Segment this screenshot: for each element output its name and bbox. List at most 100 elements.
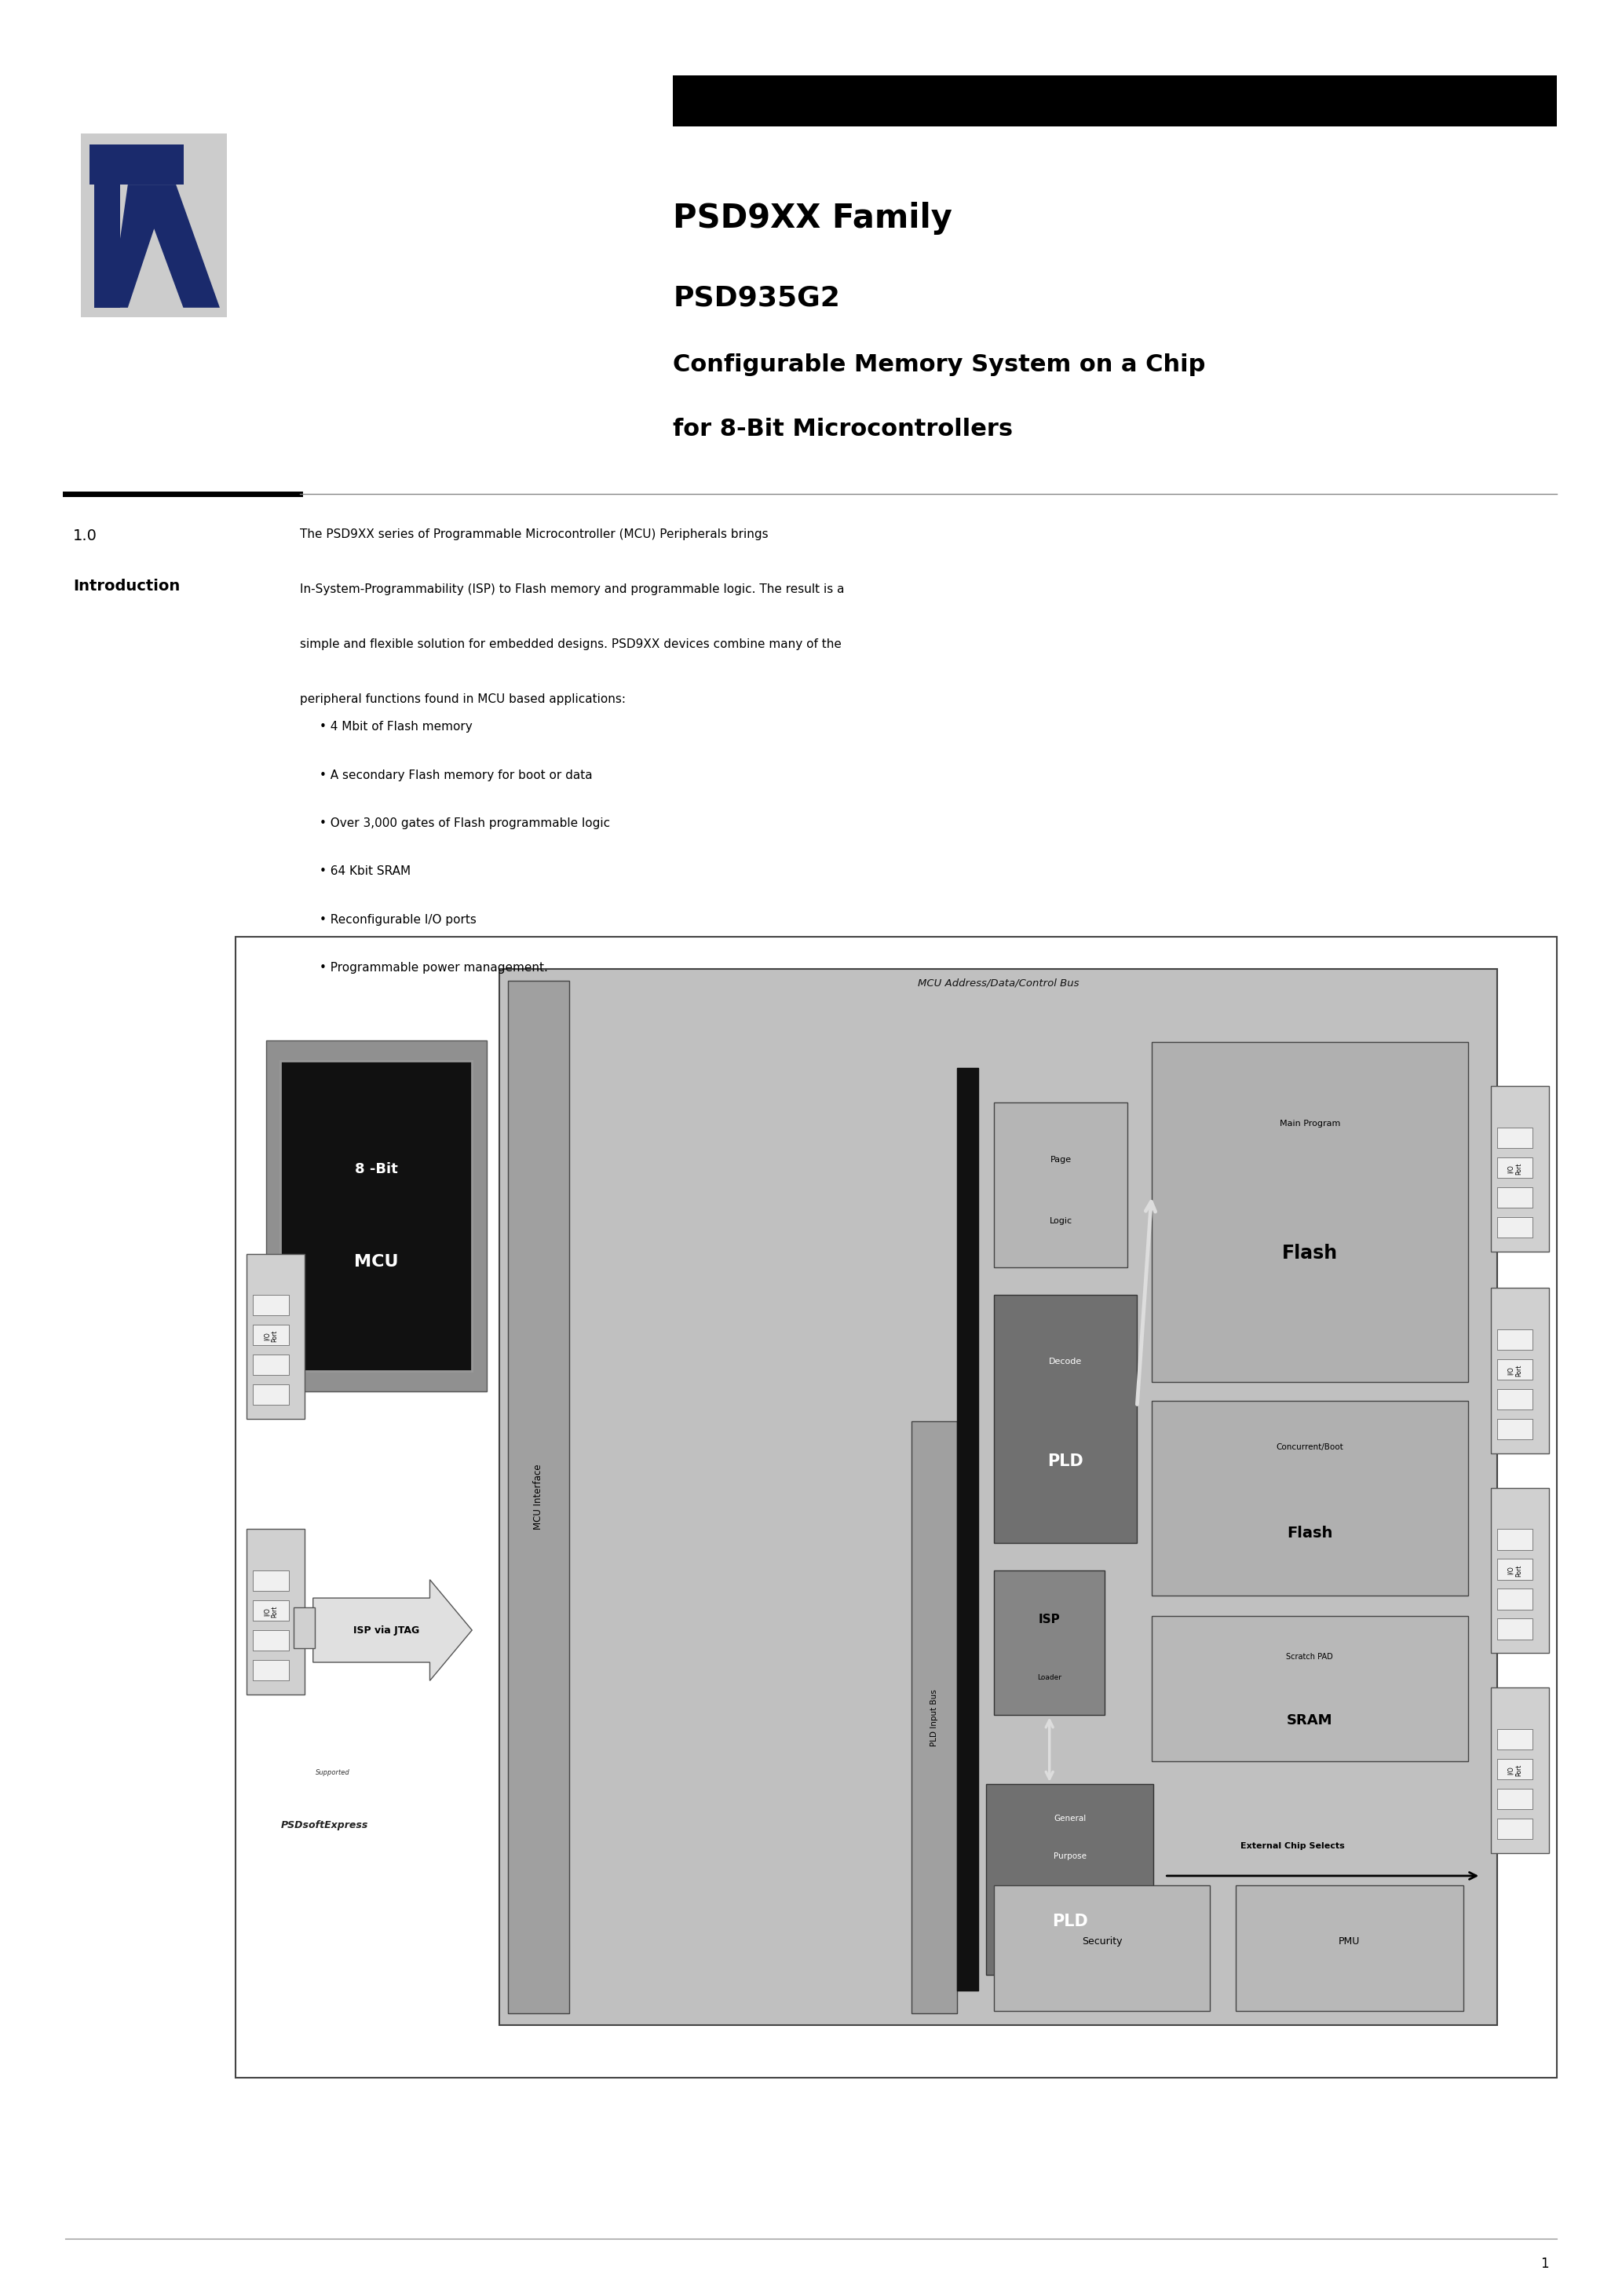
Text: Flash: Flash xyxy=(1281,1244,1338,1263)
Bar xyxy=(1152,1042,1468,1382)
Text: • A secondary Flash memory for boot or data: • A secondary Flash memory for boot or d… xyxy=(320,769,592,781)
Bar xyxy=(253,1630,289,1651)
Bar xyxy=(1497,1389,1533,1410)
Bar xyxy=(1497,1157,1533,1178)
Bar xyxy=(247,1254,305,1419)
Text: I/O
Port: I/O Port xyxy=(1507,1364,1523,1378)
Bar xyxy=(94,184,120,308)
Bar xyxy=(1497,1217,1533,1238)
Text: • Reconfigurable I/O ports: • Reconfigurable I/O ports xyxy=(320,914,477,925)
Bar xyxy=(1497,1359,1533,1380)
Text: Introduction: Introduction xyxy=(73,579,180,592)
Bar xyxy=(247,1529,305,1694)
Bar xyxy=(673,76,1557,126)
Bar xyxy=(81,133,227,317)
Text: I/O
Port: I/O Port xyxy=(263,1329,279,1343)
Text: I/O
Port: I/O Port xyxy=(1507,1162,1523,1176)
FancyArrow shape xyxy=(313,1580,472,1681)
Bar xyxy=(294,1607,315,1649)
Bar xyxy=(994,1885,1210,2011)
Bar xyxy=(281,1061,472,1371)
Text: Flash: Flash xyxy=(1286,1527,1333,1541)
Bar xyxy=(1497,1127,1533,1148)
Text: • 4 Mbit of Flash memory: • 4 Mbit of Flash memory xyxy=(320,721,472,732)
Bar xyxy=(1152,1616,1468,1761)
Bar xyxy=(1152,1401,1468,1596)
Text: Scratch PAD: Scratch PAD xyxy=(1286,1653,1333,1660)
Bar xyxy=(912,1421,957,2014)
Text: General: General xyxy=(1054,1814,1085,1823)
Text: Configurable Memory System on a Chip: Configurable Memory System on a Chip xyxy=(673,354,1205,377)
Text: Purpose: Purpose xyxy=(1053,1853,1087,1860)
Bar xyxy=(253,1355,289,1375)
Text: SRAM: SRAM xyxy=(1286,1713,1333,1727)
Text: Decode: Decode xyxy=(1049,1357,1082,1366)
Text: Security: Security xyxy=(1082,1938,1122,1947)
Text: MCU Interface: MCU Interface xyxy=(534,1465,543,1529)
Text: Supported: Supported xyxy=(315,1768,350,1777)
Text: 8 -Bit: 8 -Bit xyxy=(355,1162,397,1176)
Text: PLD Input Bus: PLD Input Bus xyxy=(931,1690,938,1745)
Bar xyxy=(253,1384,289,1405)
Bar xyxy=(1497,1187,1533,1208)
Text: ISP: ISP xyxy=(1038,1614,1061,1626)
Text: Logic: Logic xyxy=(1049,1217,1072,1226)
Bar xyxy=(1497,1818,1533,1839)
Text: PSDsoftExpress: PSDsoftExpress xyxy=(281,1821,368,1830)
Text: peripheral functions found in MCU based applications:: peripheral functions found in MCU based … xyxy=(300,693,626,705)
Bar xyxy=(1497,1729,1533,1750)
Bar xyxy=(1497,1559,1533,1580)
Text: Concurrent/Boot: Concurrent/Boot xyxy=(1277,1444,1343,1451)
Text: PMU: PMU xyxy=(1338,1938,1361,1947)
Text: for 8-Bit Microcontrollers: for 8-Bit Microcontrollers xyxy=(673,418,1014,441)
Bar xyxy=(1497,1419,1533,1440)
Text: In-System-Programmability (ISP) to Flash memory and programmable logic. The resu: In-System-Programmability (ISP) to Flash… xyxy=(300,583,845,595)
Bar xyxy=(1497,1329,1533,1350)
Text: External Chip Selects: External Chip Selects xyxy=(1241,1841,1345,1851)
Text: • 64 Kbit SRAM: • 64 Kbit SRAM xyxy=(320,866,410,877)
Bar xyxy=(1497,1529,1533,1550)
Text: I/O
Port: I/O Port xyxy=(1507,1564,1523,1577)
Text: 1: 1 xyxy=(1541,2257,1549,2271)
Text: PLD: PLD xyxy=(1048,1453,1083,1469)
Bar xyxy=(1497,1619,1533,1639)
Bar xyxy=(1497,1759,1533,1779)
Text: simple and flexible solution for embedded designs. PSD9XX devices combine many o: simple and flexible solution for embedde… xyxy=(300,638,842,650)
Bar xyxy=(89,145,183,184)
Polygon shape xyxy=(110,184,221,308)
Text: Main Program: Main Program xyxy=(1280,1120,1340,1127)
Text: I/O
Port: I/O Port xyxy=(263,1605,279,1619)
Bar xyxy=(266,1040,487,1391)
Bar xyxy=(994,1102,1127,1267)
Text: PSD9XX Family: PSD9XX Family xyxy=(673,202,952,234)
Text: • Programmable power management.: • Programmable power management. xyxy=(320,962,548,974)
Bar xyxy=(1497,1789,1533,1809)
Bar xyxy=(957,1068,978,1991)
Bar xyxy=(253,1660,289,1681)
Bar xyxy=(253,1600,289,1621)
Bar xyxy=(994,1295,1137,1543)
Bar xyxy=(253,1570,289,1591)
Text: ISP via JTAG: ISP via JTAG xyxy=(354,1626,420,1635)
Text: Page: Page xyxy=(1049,1155,1072,1164)
Text: I/O
Port: I/O Port xyxy=(1507,1763,1523,1777)
Text: 1.0: 1.0 xyxy=(73,528,97,542)
Bar xyxy=(253,1295,289,1316)
Bar xyxy=(994,1570,1105,1715)
Text: • Over 3,000 gates of Flash programmable logic: • Over 3,000 gates of Flash programmable… xyxy=(320,817,610,829)
Bar xyxy=(1236,1885,1463,2011)
Bar xyxy=(500,969,1497,2025)
Bar xyxy=(253,1325,289,1345)
Text: MCU Address/Data/Control Bus: MCU Address/Data/Control Bus xyxy=(918,978,1079,987)
Bar xyxy=(1491,1288,1549,1453)
Bar xyxy=(508,980,569,2014)
Bar xyxy=(235,937,1557,2078)
Text: Loader: Loader xyxy=(1036,1674,1062,1681)
Text: PSD935G2: PSD935G2 xyxy=(673,285,840,312)
Bar xyxy=(1491,1488,1549,1653)
Bar xyxy=(1497,1589,1533,1609)
Bar xyxy=(986,1784,1153,1975)
Text: The PSD9XX series of Programmable Microcontroller (MCU) Peripherals brings: The PSD9XX series of Programmable Microc… xyxy=(300,528,769,540)
Text: PLD: PLD xyxy=(1051,1913,1088,1929)
Text: MCU: MCU xyxy=(354,1254,399,1270)
